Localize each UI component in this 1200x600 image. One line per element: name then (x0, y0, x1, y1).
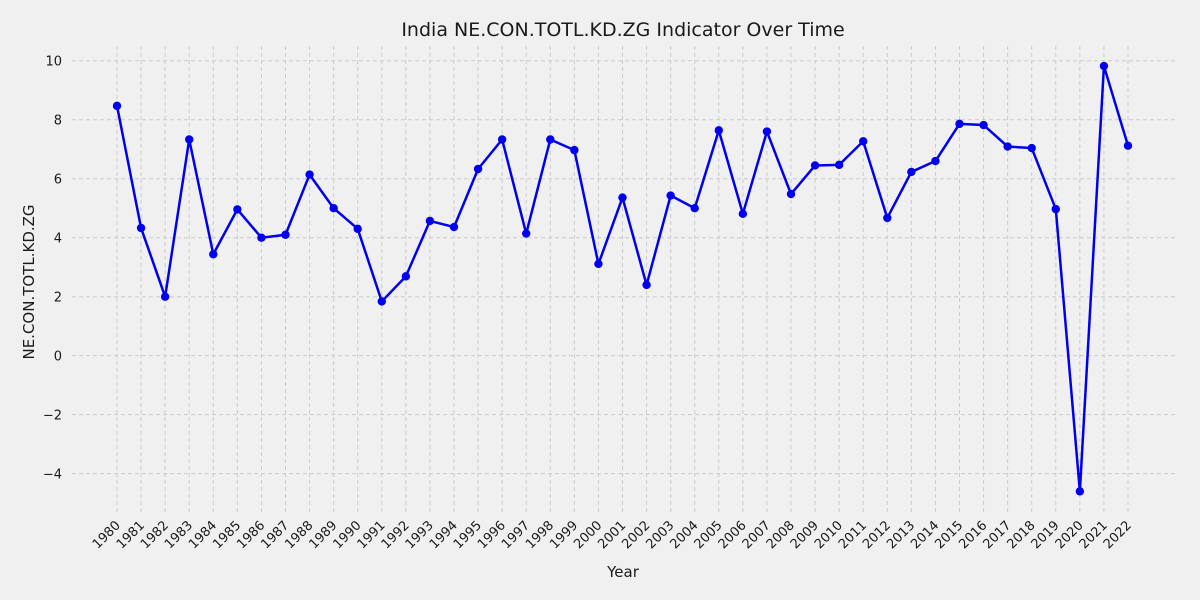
y-tick-label: 2 (54, 291, 62, 306)
data-point (160, 292, 170, 301)
data-point (329, 204, 338, 213)
data-point (425, 216, 435, 226)
data-point (185, 135, 194, 144)
data-point (401, 272, 411, 281)
data-point (810, 161, 820, 170)
y-tick-label: 10 (45, 55, 62, 70)
data-point (353, 224, 362, 234)
data-point (546, 135, 555, 144)
data-point (136, 223, 146, 233)
data-point (377, 297, 386, 306)
data-point (449, 222, 459, 232)
data-point (257, 233, 266, 242)
data-point (786, 189, 796, 199)
data-point (112, 101, 122, 111)
data-point (522, 229, 531, 238)
data-point (714, 126, 723, 135)
data-point (738, 209, 748, 219)
y-axis-label: NE.CON.TOTL.KD.ZG (20, 204, 38, 359)
series-india (112, 61, 1133, 496)
data-point (473, 164, 483, 174)
data-point (762, 127, 772, 136)
y-tick-label: −4 (43, 468, 62, 483)
data-point (907, 167, 916, 177)
y-tick-labels: −4 −2 0 2 4 6 8 10 (43, 55, 62, 483)
data-point (859, 137, 868, 146)
data-point (931, 156, 940, 166)
y-tick-label: 6 (54, 173, 62, 188)
chart-title: India NE.CON.TOTL.KD.ZG Indicator Over T… (401, 19, 844, 41)
data-point (1099, 61, 1109, 71)
data-point (834, 160, 844, 170)
data-point (1123, 141, 1133, 150)
data-point (955, 119, 964, 129)
data-point (666, 191, 675, 200)
data-point (1027, 143, 1036, 153)
data-point (281, 230, 290, 239)
data-point (979, 120, 988, 130)
data-point (570, 145, 579, 155)
y-tick-label: 4 (54, 232, 62, 247)
data-point (690, 204, 699, 213)
data-point (233, 205, 242, 214)
grid (72, 46, 1177, 512)
data-point (618, 193, 627, 202)
x-axis-label: Year (606, 563, 640, 581)
data-point (209, 250, 218, 259)
x-tick-labels: 1980198119821983198419851986198719881989… (90, 518, 1135, 552)
data-point (594, 259, 603, 269)
x-tick-label: 2022 (1101, 518, 1135, 552)
y-tick-label: −2 (43, 409, 62, 424)
data-point (305, 170, 314, 179)
data-point (1003, 142, 1012, 151)
data-point (497, 135, 507, 144)
data-point (1075, 487, 1085, 496)
data-point (883, 213, 892, 223)
data-point (642, 280, 651, 290)
y-tick-label: 0 (54, 350, 62, 365)
y-tick-label: 8 (54, 114, 62, 129)
data-point (1051, 204, 1060, 214)
